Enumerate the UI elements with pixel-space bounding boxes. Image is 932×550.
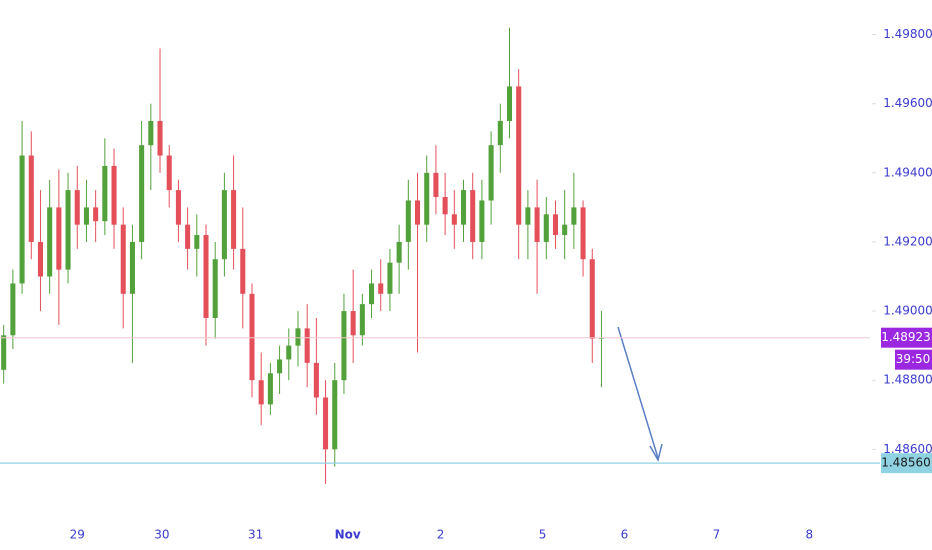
x-tick-label: 6 — [621, 528, 629, 542]
candle-body — [332, 380, 338, 450]
y-tick-label: 1.49200 — [883, 234, 932, 248]
arrow-head — [649, 443, 663, 462]
candle-body — [56, 207, 62, 270]
candle-body — [433, 172, 439, 198]
y-tick-label: 1.49000 — [883, 304, 932, 318]
candle-body — [552, 214, 559, 236]
x-tick-label: 8 — [805, 528, 813, 542]
candle-body — [460, 190, 467, 225]
last-price-box — [881, 327, 932, 348]
candle-body — [562, 224, 568, 236]
candle-body — [304, 328, 310, 363]
candle-body — [497, 120, 503, 146]
y-tick-label: 1.49400 — [883, 165, 932, 179]
candle-body — [387, 262, 393, 294]
y-tick-label: 1.48600 — [883, 442, 932, 456]
candle-body — [148, 120, 154, 146]
candle-body — [488, 145, 494, 201]
candle-body — [157, 120, 163, 156]
candle-body — [74, 190, 80, 225]
x-tick-label: 2 — [437, 528, 445, 542]
candle-body — [212, 259, 218, 318]
candle-body — [424, 172, 430, 225]
candle-body — [19, 155, 25, 284]
candle-body — [83, 207, 89, 225]
x-tick-label: Nov — [335, 528, 361, 542]
candle-body — [194, 235, 200, 249]
candle-body — [267, 373, 273, 405]
arrow — [617, 326, 659, 459]
y-tick-label: 1.49600 — [883, 96, 932, 110]
y-tick-label: 1.49800 — [883, 27, 932, 41]
candle-body — [295, 328, 301, 346]
candle-body — [323, 397, 329, 450]
candle-body — [580, 207, 586, 260]
candle-body — [359, 304, 365, 336]
x-tick-label: 29 — [70, 528, 85, 542]
candle-body — [313, 362, 319, 398]
candle-body — [414, 200, 421, 225]
candle-body — [240, 248, 246, 294]
candle-body — [221, 190, 227, 260]
y-tick-label: 1.48800 — [883, 373, 932, 387]
candle-body — [10, 283, 16, 336]
candle-body — [93, 207, 99, 222]
candle-body — [506, 86, 513, 121]
candle-body — [28, 155, 34, 242]
candle-body — [589, 259, 595, 339]
candle-body — [139, 145, 145, 242]
candle-body — [516, 86, 522, 225]
candle-body — [175, 190, 181, 225]
candle-body — [129, 241, 135, 294]
x-tick-label: 5 — [539, 528, 547, 542]
candle-body — [470, 190, 476, 242]
candle-body — [231, 190, 237, 249]
candle-body — [120, 224, 126, 294]
candle-body — [111, 165, 117, 225]
candle-body — [249, 293, 255, 381]
candle-body — [534, 207, 540, 242]
level-box — [881, 453, 932, 474]
candle-body — [369, 283, 375, 305]
candle-body — [451, 214, 457, 225]
candle-body — [258, 380, 264, 405]
candle-body — [405, 200, 411, 242]
candle-body — [341, 311, 347, 381]
candle-body — [65, 190, 71, 270]
candle-body — [102, 165, 108, 222]
candle-body — [571, 207, 577, 225]
candle-body — [479, 200, 485, 242]
level-label: 1.48560 — [881, 456, 931, 470]
candle-body — [543, 214, 549, 242]
candle-body — [185, 224, 191, 249]
x-tick-label: 31 — [248, 528, 263, 542]
candle-body — [286, 345, 292, 360]
candle-body — [598, 337, 604, 339]
candle-body — [396, 241, 402, 263]
x-tick-label: 30 — [154, 528, 169, 542]
countdown-box — [895, 349, 932, 370]
candle-body — [277, 359, 283, 374]
candle-body — [166, 155, 172, 191]
countdown-label: 39:50 — [896, 352, 931, 366]
candle-body — [203, 235, 209, 318]
candle-body — [350, 311, 356, 336]
candle-body — [378, 283, 384, 294]
last-price-label: 1.48923 — [881, 330, 931, 344]
candle-body — [1, 335, 7, 370]
candle-body — [37, 241, 43, 277]
candle-body — [47, 207, 53, 277]
candle-body — [525, 207, 531, 225]
x-tick-label: 7 — [713, 528, 721, 542]
candle-body — [442, 197, 448, 215]
